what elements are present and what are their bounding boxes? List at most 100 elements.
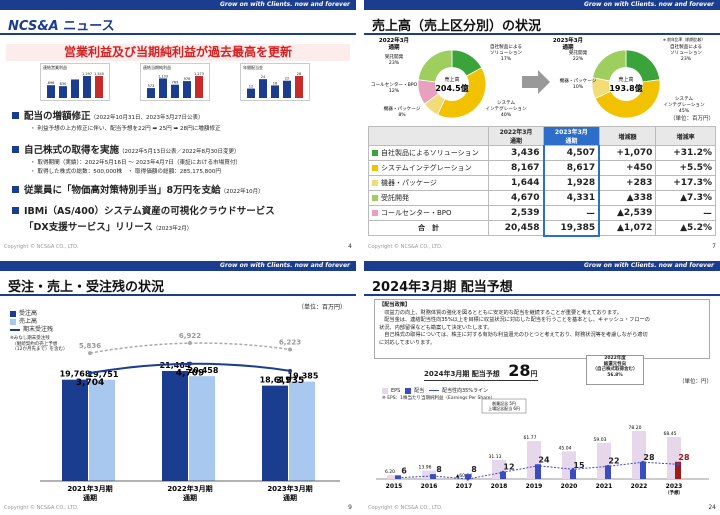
pie-label: 17% xyxy=(501,56,512,62)
backlog-value: 3,935 xyxy=(276,376,304,386)
pie-period: 2023年3月 xyxy=(553,36,583,44)
bullet-title: 配当の増額修正 xyxy=(24,111,91,122)
category-label: 2023年3月期 xyxy=(267,484,312,493)
minichart-svg: 12 24 16 22 28 xyxy=(247,72,303,98)
deemed-backlog-value: 6,223 xyxy=(279,339,301,347)
bullet-icon xyxy=(12,112,19,119)
row-category: 合 計 xyxy=(368,220,489,236)
header-tagline: Grow on with Clients. now and forever xyxy=(219,262,350,269)
policy-line: に対応してまいります。 xyxy=(379,339,436,346)
minichart-bar xyxy=(259,79,267,98)
policy-line: 状況、内部留保なども勘案して決定いたします。 xyxy=(379,324,493,331)
eps-value: 45.04 xyxy=(559,445,572,451)
dividend-bar xyxy=(535,464,541,479)
pie-label: 自社製品による xyxy=(670,43,702,50)
category-name: 機器・パッケージ xyxy=(381,179,437,187)
value-2023: 19,385 xyxy=(542,220,601,237)
value-2022: 20,458 xyxy=(487,220,545,236)
pie-label: 23% xyxy=(389,60,400,66)
bullet-allowance: 従業員に「物価高対策特別手当」8万円を支給（2022年10月） xyxy=(12,182,264,196)
minichart-value: 978 xyxy=(184,77,191,81)
bar-value: 19,768 xyxy=(60,370,91,379)
row-category: コールセンター・BPO xyxy=(368,205,489,221)
page-number: 7 xyxy=(712,243,716,250)
bar-orders xyxy=(262,385,288,481)
minichart-bar xyxy=(71,79,79,98)
minichart-bar xyxy=(171,84,179,98)
legend-label: 期末受注残 xyxy=(23,326,54,333)
table-row: コールセンター・BPO 2,539 ー ▲2,539 ー xyxy=(368,205,716,221)
category-label: 通期 xyxy=(83,493,97,501)
pie-label: 自社製品による xyxy=(490,43,522,50)
copyright: Copyright © NCS&A CO., LTD. xyxy=(4,244,79,250)
row-category: システムインテグレーション xyxy=(368,160,489,176)
table-row: 機器・パッケージ 1,644 1,928 +283 +17.3% xyxy=(368,175,716,191)
pie-center-value: 193.8億 xyxy=(609,83,642,93)
payout-35-point xyxy=(641,460,645,464)
payout-box: 2022年度 総還元性向 （自己株式取得含む） 56.8% xyxy=(586,355,644,385)
dividend-value: 28 xyxy=(678,453,690,462)
copyright: Copyright © NCS&A CO., LTD. xyxy=(4,505,79,511)
minichart-svg: 896 830 1,297 1,540 xyxy=(47,72,104,98)
pie-hole xyxy=(435,67,469,101)
year-label: 2018 xyxy=(491,483,508,490)
payout-35-point xyxy=(606,464,610,468)
value-rate: ー xyxy=(655,205,716,221)
backlog-point xyxy=(288,368,292,373)
dividend-bar xyxy=(570,469,576,479)
value-2023: ー xyxy=(542,205,601,221)
backlog-value: 3,704 xyxy=(76,378,104,388)
bullet-date: （2022年5月13日公表／2022年8月30日変更） xyxy=(119,149,240,155)
bullet-service-cont: 「DX支援サービス」リリース（2023年2月） xyxy=(24,219,192,233)
bar-value: 20,458 xyxy=(188,366,219,375)
pie-label: 23% xyxy=(681,56,692,62)
legend: 受注高 売上高 期末受注残 ※みなし期末受注残 （継続契約の売上予想 （12か月… xyxy=(10,310,67,353)
value-diff: ▲1,072 xyxy=(598,220,657,236)
footer: Copyright © NCS&A CO., LTD. 4 xyxy=(0,243,356,250)
row-category: 受託開発 xyxy=(368,190,489,206)
table-row: システムインテグレーション 8,167 8,617 +450 +5.5% xyxy=(368,160,716,176)
value-2022: 4,670 xyxy=(487,190,545,206)
legend-swatch xyxy=(382,387,388,394)
category-name: システムインテグレーション xyxy=(381,164,472,172)
bar-value: 19,751 xyxy=(88,370,119,379)
slide-orders: Grow on with Clients. now and forever 受注… xyxy=(0,261,356,513)
pie-label: 45% xyxy=(679,108,690,114)
minichart-bar xyxy=(95,76,103,98)
header-tagline: Grow on with Clients. now and forever xyxy=(583,1,714,8)
title-text: ニュース xyxy=(63,19,115,34)
backlog-point xyxy=(88,371,92,375)
pie-label: 受託開発 xyxy=(385,53,404,60)
legend-swatch xyxy=(10,310,16,317)
minichart-title: 連結当期純利益 xyxy=(143,65,171,70)
footer: Copyright © NCS&A CO., LTD. 7 xyxy=(364,243,720,250)
minichart-bar xyxy=(271,85,279,98)
bar-sales xyxy=(89,379,115,481)
legend-swatch xyxy=(10,328,20,331)
minichart-title: 連結営業利益 xyxy=(43,65,67,70)
bar-sales xyxy=(189,376,215,481)
legend-label: EPS xyxy=(391,388,401,394)
eps-note: ※ EPS：1株当たり当期純利益（Earnings Per Share） xyxy=(382,396,496,401)
minichart-bar xyxy=(59,86,67,98)
pie-label: 22% xyxy=(573,56,584,62)
value-rate: ▲5.2% xyxy=(655,220,716,236)
minichart-bar xyxy=(247,88,255,98)
eps-bar xyxy=(387,475,401,479)
year-label: 2020 xyxy=(561,483,578,490)
backlog-point xyxy=(188,361,192,366)
slide-header: Grow on with Clients. now and forever xyxy=(0,261,356,271)
year-label: 2017 xyxy=(456,483,473,490)
minichart-value: 1,540 xyxy=(94,72,104,76)
pie-period: 通期 xyxy=(562,43,574,51)
row-swatch xyxy=(372,195,378,201)
slide-sales-breakdown: Grow on with Clients. now and forever 売上… xyxy=(364,0,720,252)
minichart-bar xyxy=(195,76,203,98)
copyright: Copyright © NCS&A CO., LTD. xyxy=(368,244,443,250)
pie-center-label: 売上高 xyxy=(444,76,459,83)
value-diff: +450 xyxy=(598,160,657,176)
minichart-value: 12 xyxy=(249,85,253,89)
sales-table: 2022年3月 通期 2023年3月 通期 増減額 増減率 自社製品によるソリュ… xyxy=(368,126,716,237)
